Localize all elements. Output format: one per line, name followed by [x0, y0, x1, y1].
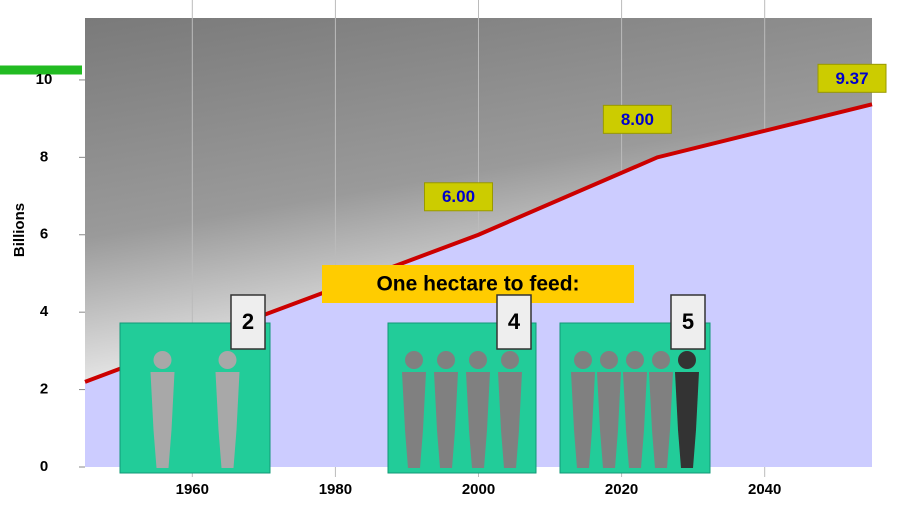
person-head	[600, 351, 618, 369]
y-tick-label: 0	[40, 458, 48, 475]
x-tick-label: 1960	[176, 481, 209, 498]
value-label: 8.00	[621, 110, 654, 129]
y-axis-label: Billions	[11, 203, 28, 257]
person-head	[652, 351, 670, 369]
x-tick-label: 2040	[748, 481, 781, 498]
x-tick-label: 1980	[319, 481, 352, 498]
y-tick-label: 10	[36, 71, 53, 88]
person-head	[469, 351, 487, 369]
count-label: 2	[242, 309, 254, 334]
annotation: One hectare to feed:	[376, 273, 579, 296]
person-head	[678, 351, 696, 369]
person-head	[626, 351, 644, 369]
y-tick-label: 4	[40, 303, 49, 320]
chart: Billions 1960 1980 2000 2020 2040 0 2 4 6 8 10 6.00…	[0, 0, 897, 502]
y-tick-label: 8	[40, 148, 48, 165]
x-tick-label: 2020	[605, 481, 638, 498]
person-head	[574, 351, 592, 369]
person-head	[219, 351, 237, 369]
page: Billions 1960 1980 2000 2020 2040 0 2 4 6 8 10 6.00…	[0, 0, 897, 502]
person-head	[154, 351, 172, 369]
person-head	[501, 351, 519, 369]
y-tick-label: 2	[40, 381, 48, 398]
value-label: 6.00	[442, 187, 475, 206]
person-head	[437, 351, 455, 369]
value-label: 9.37	[835, 69, 868, 88]
count-label: 4	[508, 309, 521, 334]
count-label: 5	[682, 309, 694, 334]
x-tick-label: 2000	[462, 481, 495, 498]
y-tick-label: 6	[40, 226, 48, 243]
person-head	[405, 351, 423, 369]
